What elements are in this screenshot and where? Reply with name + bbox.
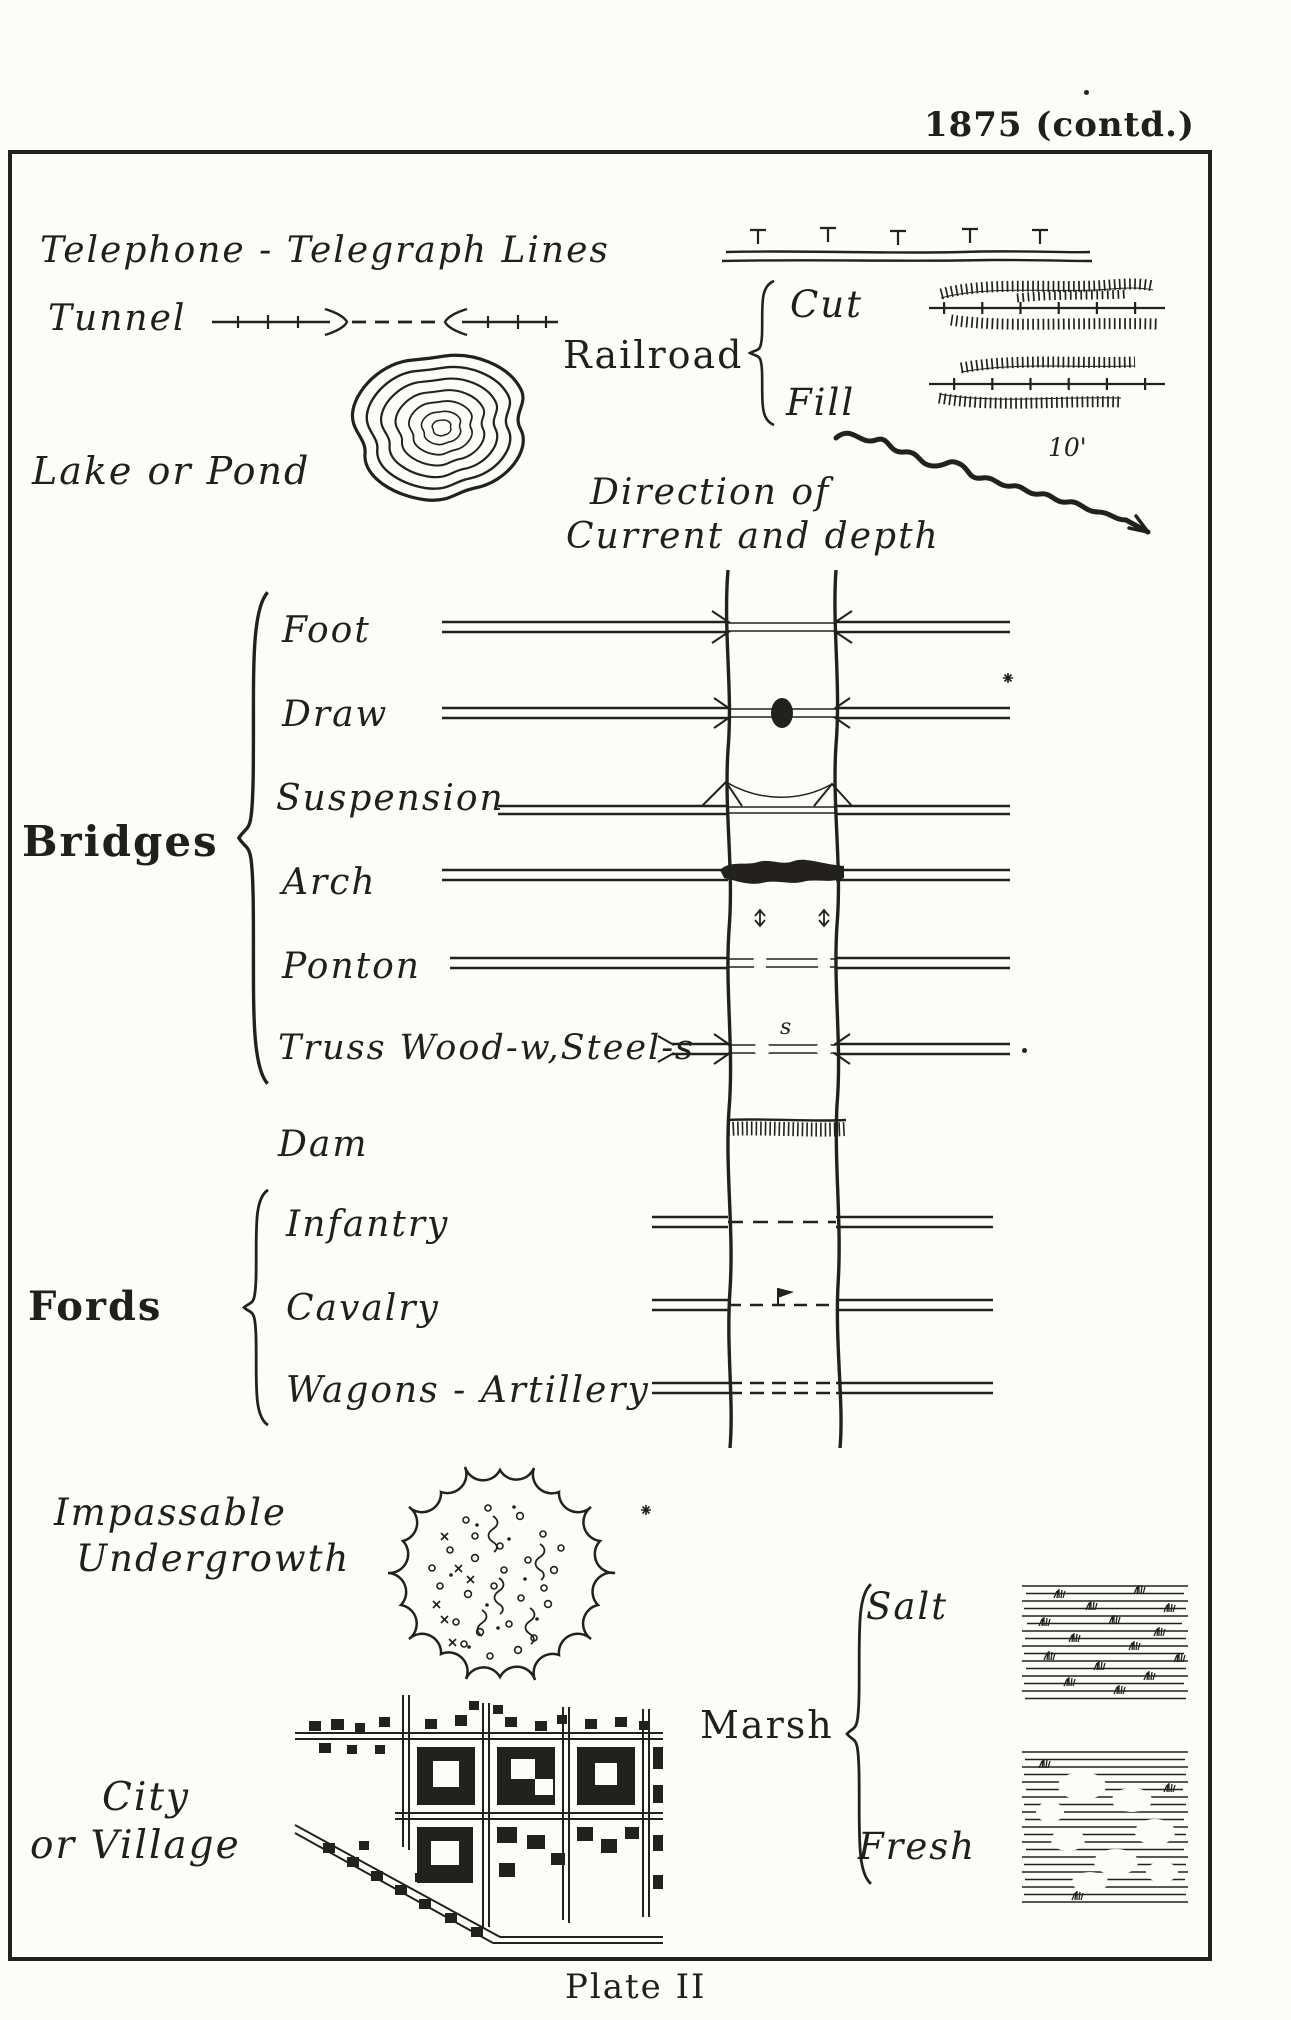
- suspension-bridge-symbol: [498, 780, 1010, 816]
- bridge-arch-label: Arch: [282, 862, 377, 903]
- railroad-cut-symbol: [929, 278, 1165, 330]
- current-direction-arrow: 10': [833, 430, 1151, 535]
- ford-cavalry-label: Cavalry: [286, 1288, 440, 1329]
- city-streets: [294, 1695, 663, 1944]
- telegraph-line-symbol: [721, 226, 1093, 263]
- railroad-brace: [746, 278, 776, 428]
- depth-note: 10': [1048, 433, 1087, 462]
- fords-label: Fords: [28, 1283, 163, 1330]
- undergrowth-squiggles: [476, 1515, 546, 1645]
- ink-speck: [1022, 1048, 1027, 1053]
- undergrowth-label-line1: Impassable: [54, 1491, 287, 1534]
- fresh-marsh-swatch: [1022, 1751, 1188, 1903]
- salt-marsh-lines: [1022, 1585, 1188, 1700]
- city-grid-symbol: [294, 1695, 663, 1944]
- wagons-ford-symbol: [652, 1381, 993, 1395]
- ponton-bridge-symbol: [450, 908, 1010, 992]
- undergrowth-dots: [449, 1505, 539, 1649]
- foot-bridge-symbol: [442, 610, 1010, 644]
- ford-infantry-label: Infantry: [286, 1204, 450, 1245]
- ford-wagons-label: Wagons - Artillery: [286, 1370, 650, 1411]
- undergrowth-label-line2: Undergrowth: [76, 1537, 351, 1580]
- tunnel-label: Tunnel: [48, 298, 187, 339]
- plate-caption: Plate II: [565, 1967, 707, 2007]
- railroad-fill-label: Fill: [786, 381, 856, 424]
- bridge-suspension-label: Suspension: [276, 778, 505, 819]
- dam-label: Dam: [278, 1124, 369, 1165]
- infantry-ford-symbol: [652, 1215, 993, 1229]
- marsh-brace: [843, 1578, 873, 1890]
- fresh-marsh-patches: [1036, 1772, 1178, 1892]
- railroad-fill-symbol: [929, 356, 1165, 409]
- tunnel-symbol: [212, 307, 558, 337]
- steel-mark: s: [780, 1015, 791, 1040]
- page-header: 1875 (contd.): [923, 105, 1195, 145]
- undergrowth-symbol: [387, 1466, 616, 1681]
- truss-bridge-symbol: s: [657, 1015, 1010, 1065]
- city-courtyards: [431, 1759, 617, 1865]
- salt-marsh-swatch: [1022, 1584, 1188, 1700]
- cavalry-ford-symbol: [652, 1288, 993, 1312]
- river-drawing: [724, 569, 843, 1449]
- telephone-telegraph-label: Telephone - Telegraph Lines: [40, 230, 610, 271]
- railroad-cut-label: Cut: [790, 283, 864, 326]
- bridge-foot-label: Foot: [282, 610, 371, 651]
- arch-bridge-symbol: [442, 859, 1010, 884]
- plate-border: [8, 150, 1212, 1961]
- fords-brace: [240, 1185, 270, 1430]
- bridges-label: Bridges: [22, 817, 219, 866]
- dam-symbol: [727, 1118, 847, 1137]
- marsh-fresh-label: Fresh: [858, 1825, 977, 1868]
- marsh-salt-label: Salt: [866, 1585, 949, 1628]
- bridges-brace: [234, 582, 270, 1094]
- current-label-line1: Direction of: [590, 472, 831, 513]
- draw-bridge-symbol: [442, 697, 1010, 729]
- bridge-draw-label: Draw: [282, 694, 389, 735]
- current-label-line2: Current and depth: [566, 516, 940, 557]
- lake-label: Lake or Pond: [32, 449, 311, 493]
- undergrowth-circles: [428, 1504, 565, 1660]
- flag-icon: [777, 1288, 794, 1305]
- city-label-line1: City: [102, 1775, 191, 1820]
- city-label-line2: or Village: [30, 1823, 241, 1868]
- ink-speck: [1084, 90, 1089, 95]
- bridge-ponton-label: Ponton: [282, 946, 421, 987]
- ink-speck: [641, 1505, 651, 1515]
- railroad-label: Railroad: [563, 333, 744, 377]
- marsh-label: Marsh: [700, 1703, 834, 1747]
- lake-contour-symbol: [351, 354, 524, 501]
- bridge-truss-label: Truss Wood-w,Steel-s: [278, 1028, 696, 1068]
- undergrowth-x-marks: [432, 1532, 475, 1647]
- ink-speck: [1003, 673, 1013, 683]
